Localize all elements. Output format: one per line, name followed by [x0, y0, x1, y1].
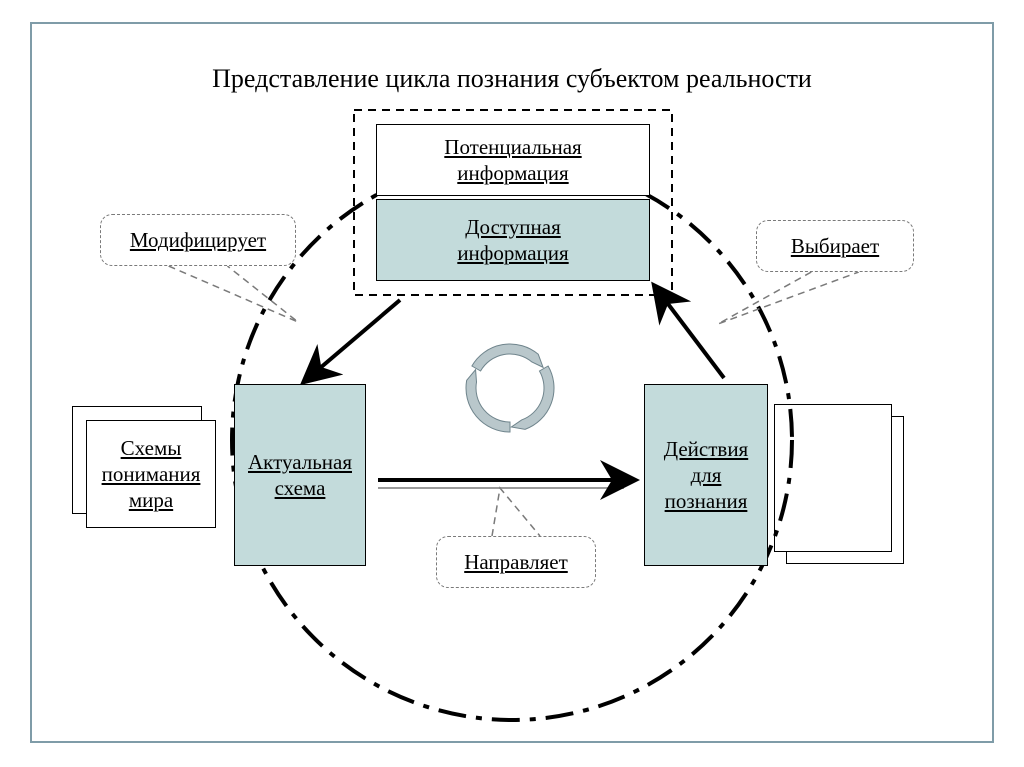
- actions-back-box-1: [774, 404, 892, 552]
- node-potential-info: Потенциальнаяинформация: [376, 124, 650, 196]
- callout-selects: Выбирает: [756, 220, 914, 272]
- node-available-info: Доступнаяинформация: [376, 199, 650, 281]
- callout-directs: Направляет: [436, 536, 596, 588]
- diagram-title: Представление цикла познания субъектом р…: [0, 64, 1024, 94]
- node-schemes-world: Схемыпониманиямира: [86, 420, 216, 528]
- callout-modifies: Модифицирует: [100, 214, 296, 266]
- diagram-stage: Представление цикла познания субъектом р…: [0, 0, 1024, 767]
- node-actions: Действиядляпознания: [644, 384, 768, 566]
- node-actual-scheme: Актуальнаясхема: [234, 384, 366, 566]
